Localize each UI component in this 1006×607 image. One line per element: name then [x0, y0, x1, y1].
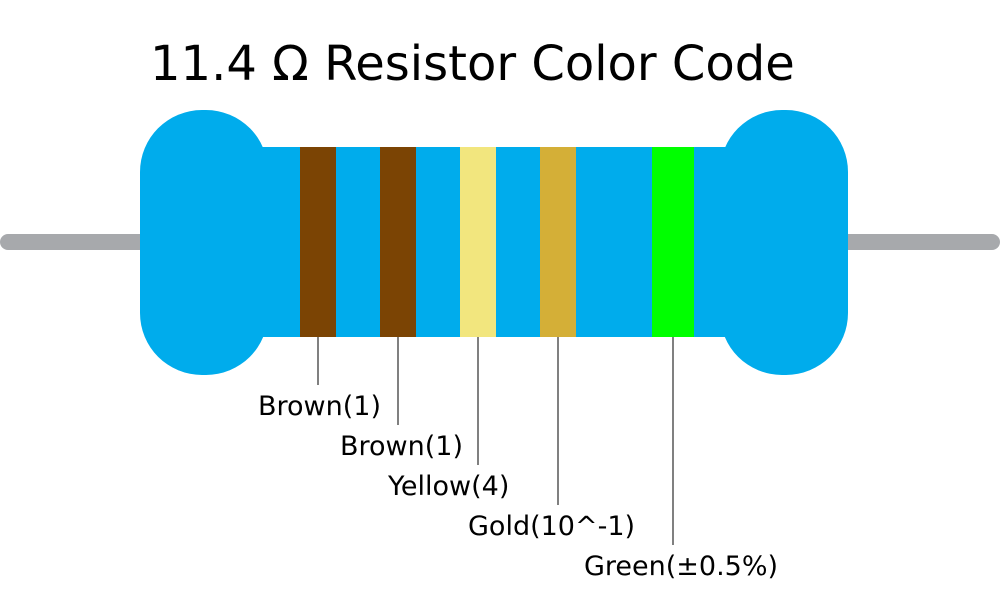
band-label: Green(±0.5%) — [584, 551, 778, 582]
color-band — [300, 147, 336, 337]
bands: Brown(1) Brown(1) Yellow(4) Gold(10^-1) Gree… — [258, 147, 778, 582]
color-band — [540, 147, 576, 337]
color-band — [652, 147, 694, 337]
title: 11.4 Ω Resistor Color Code — [150, 36, 795, 92]
band-label: Brown(1) — [258, 391, 381, 422]
color-band — [380, 147, 416, 337]
band-label: Brown(1) — [340, 431, 463, 462]
color-band — [460, 147, 496, 337]
band-label: Yellow(4) — [387, 471, 509, 502]
band-label: Gold(10^-1) — [468, 511, 635, 542]
